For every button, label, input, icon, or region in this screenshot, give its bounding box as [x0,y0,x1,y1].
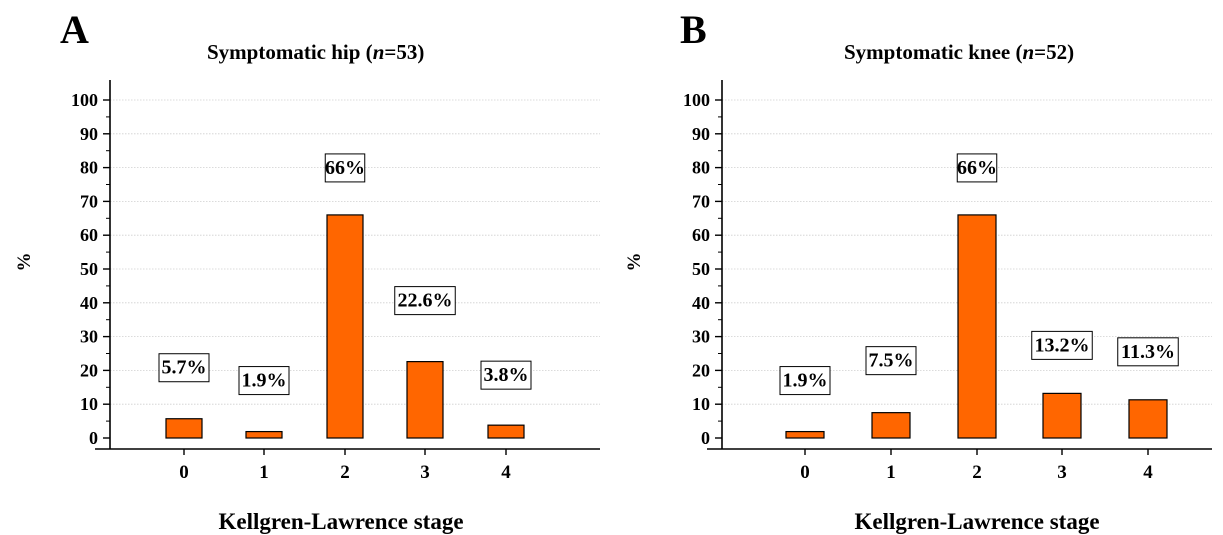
y-tick-label: 100 [683,90,710,110]
y-axis-label: % [14,253,35,272]
x-axis-label: Kellgren-Lawrence stage [218,509,463,534]
y-axis-label: % [624,253,645,272]
chart-title: Symptomatic hip (n=53) [207,40,425,64]
y-tick-label: 40 [80,293,98,313]
data-label: 66% [957,157,997,179]
y-tick-label: 20 [80,360,98,380]
bar [957,214,997,439]
bar [245,430,283,439]
data-label: 1.9% [783,370,828,392]
y-tick-label: 90 [80,124,98,144]
y-tick-label: 0 [89,428,98,448]
chart-title: Symptomatic knee (n=52) [844,40,1075,64]
y-tick-label: 40 [692,293,710,313]
chart-panel-a: A Symptomatic hip (n=53) 0 10 20 30 40 50 60 70… [14,7,600,534]
data-label: 5.7% [162,357,207,379]
data-label-box [158,353,210,383]
bar [165,418,203,439]
x-tick-label: 3 [1057,462,1067,483]
chart-panel-b: B Symptomatic knee (n=52) 0 10 20 30 40 50 60 7… [612,0,1223,535]
x-tick-label: 0 [800,462,810,483]
panel-label: B [680,7,707,52]
x-tick-label: 1 [259,462,269,483]
data-label-box [480,360,532,390]
bar [871,412,911,439]
bar [785,430,825,439]
y-tick-label: 30 [692,327,710,347]
y-tick-label: 50 [80,259,98,279]
data-label-box [394,286,456,316]
x-tick-label: 4 [501,462,511,483]
data-label: 3.8% [484,364,529,386]
y-tick-label: 10 [80,394,98,414]
x-axis-label: Kellgren-Lawrence stage [854,509,1099,534]
y-tick-label: 80 [80,158,98,178]
bar [487,424,525,439]
y-tick-label: 70 [692,191,710,211]
x-tick-label: 4 [1143,462,1153,483]
y-tick-label: 50 [692,259,710,279]
data-label-box [779,366,831,396]
y-tick-label: 20 [692,360,710,380]
y-tick-label: 10 [692,394,710,414]
bar [1042,392,1082,439]
x-tick-label: 2 [340,462,350,483]
data-label: 66% [325,157,365,179]
data-label: 22.6% [398,290,453,312]
y-tick-label: 90 [692,124,710,144]
data-label: 1.9% [242,370,287,392]
y-tick-label: 70 [80,191,98,211]
bar [406,361,444,439]
data-label: 13.2% [1035,334,1090,356]
x-tick-label: 2 [972,462,982,483]
x-tick-label: 0 [179,462,189,483]
bar-chart: 0 10 20 30 40 50 60 70 80 90 100 0 1.9% 1 7.5% 2 66% 3 13.… [624,80,1212,534]
data-label-box [238,366,290,396]
data-label: 11.3% [1121,341,1175,363]
data-label-box [324,153,366,183]
data-label-box [1031,330,1093,360]
y-tick-label: 60 [80,225,98,245]
bar [326,214,364,439]
data-label-box [956,153,998,183]
bar-chart: 0 10 20 30 40 50 60 70 80 90 100 0 5.7% 1 1.9% 2 66% 3 22.… [14,80,600,534]
y-tick-label: 80 [692,158,710,178]
y-tick-label: 60 [692,225,710,245]
y-tick-label: 0 [701,428,710,448]
y-tick-label: 100 [71,90,98,110]
data-label-box [1117,337,1179,367]
x-tick-label: 3 [420,462,430,483]
data-label: 7.5% [869,350,914,372]
data-label-box [865,346,917,376]
panel-label: A [60,7,89,52]
x-tick-label: 1 [886,462,896,483]
bar [1128,399,1168,439]
y-tick-label: 30 [80,327,98,347]
